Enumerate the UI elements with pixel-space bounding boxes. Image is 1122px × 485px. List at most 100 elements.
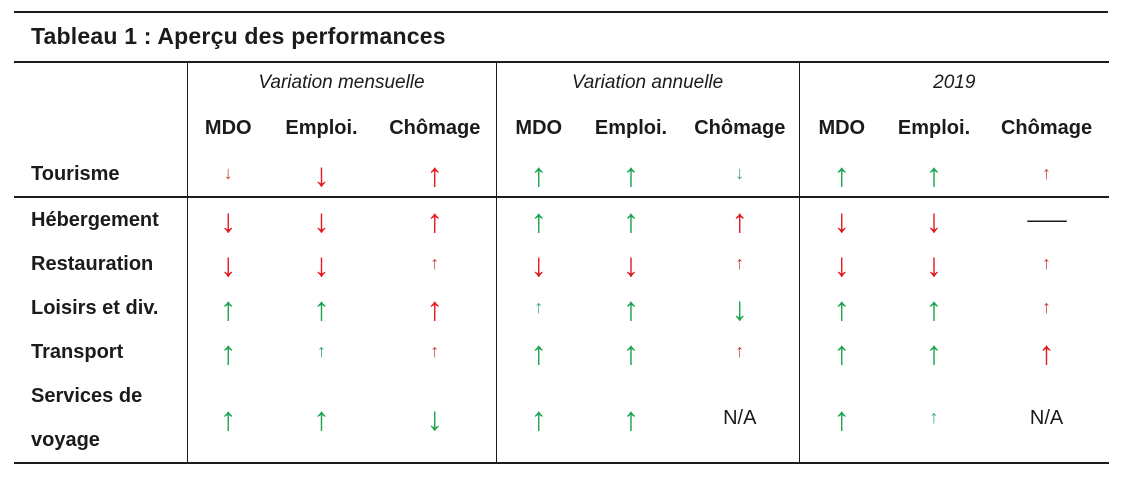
column-header-1-2: Chômage [694,117,786,139]
arrow-up-icon: ↑ [833,399,851,437]
arrow-down-icon: ↓ [530,245,548,283]
row-label: Services de voyage [31,385,143,451]
indicator-cell: ↑ [495,330,582,374]
indicator-cell: ↑ [581,197,681,242]
sub-header-row: MDO Emploi. Chômage MDO Emploi. Chômage MDO Emp… [14,103,1109,152]
column-header-2-0: MDO [798,103,885,152]
arrow-up-icon: ↑ [530,155,548,193]
table-row-4: Transport ↑ ↑ ↑ ↑ ↑ ↑ ↑ ↑ ↑ [14,330,1109,374]
indicator-cell: ↑ [884,330,984,374]
arrow-up-icon: ↑ [426,289,444,327]
table-row-1: Hébergement ↓ ↓ ↑ ↑ ↑ ↑ ↓ ↓ — [14,197,1109,242]
arrow-up-icon: ↑ [317,341,326,361]
arrow-up-icon: ↑ [833,155,851,193]
indicator-cell: ↓ [186,197,269,242]
indicator-cell: ↓ [798,197,885,242]
arrow-up-icon: ↑ [622,201,640,239]
arrow-down-icon: ↓ [731,289,749,327]
arrow-up-icon: ↑ [622,333,640,371]
column-header-1-0: MDO [495,103,582,152]
indicator-cell: ↓ [186,152,269,197]
arrow-up-icon: ↑ [1042,297,1052,317]
indicator-cell: ↓ [269,242,374,286]
column-header-0-1: Emploi. [285,117,358,139]
indicator-cell: ↑ [374,152,496,197]
indicator-cell: — [984,197,1109,242]
indicator-cell: ↓ [798,242,885,286]
indicator-cell: ↓ [681,152,799,197]
indicator-cell: ↑ [374,242,496,286]
indicator-cell: ↑ [884,152,984,197]
row-label: Tourisme [31,163,120,185]
arrow-up-icon: ↑ [430,253,440,273]
arrow-down-icon: ↓ [833,201,851,239]
arrow-up-icon: ↑ [530,333,548,371]
na-value: N/A [723,406,757,429]
table-row-5: Services de voyage ↑ ↑ ↓ ↑ ↑ N/A ↑ ↑ N/A [14,374,1109,463]
arrow-up-icon: ↑ [426,201,444,239]
arrow-up-icon: ↑ [530,201,548,239]
arrow-up-icon: ↑ [925,289,943,327]
arrow-up-icon: ↑ [622,399,640,437]
arrow-down-icon: ↓ [220,245,237,283]
arrow-up-icon: ↑ [313,289,330,327]
arrow-up-icon: ↑ [833,289,851,327]
arrow-up-icon: ↑ [622,155,640,193]
table-header: Variation mensuelle Variation annuelle 201… [14,62,1110,152]
indicator-cell: ↓ [884,242,984,286]
arrow-down-icon: ↓ [313,245,330,283]
indicator-cell: ↑ [186,286,269,330]
arrow-up-icon: ↑ [534,297,544,317]
arrow-down-icon: ↓ [925,201,943,239]
indicator-cell: ↑ [798,374,885,463]
column-header-2-1: Emploi. [897,117,971,139]
arrow-up-icon: ↑ [1042,163,1052,183]
indicator-cell: ↑ [681,242,799,286]
arrow-up-icon: ↑ [220,333,237,371]
performance-table: Variation mensuelle Variation annuelle 201… [14,61,1110,464]
arrow-down-icon: ↓ [313,201,330,239]
arrow-down-icon: ↓ [223,163,233,183]
arrow-down-icon: ↓ [622,245,640,283]
indicator-cell: ↑ [374,330,496,374]
arrow-up-icon: ↑ [929,407,939,427]
arrow-up-icon: ↑ [925,155,943,193]
indicator-cell: ↑ [186,330,269,374]
arrow-up-icon: ↑ [530,399,548,437]
indicator-cell: ↑ [884,286,984,330]
indicator-cell: ↑ [374,197,496,242]
indicator-cell: ↑ [374,286,496,330]
indicator-cell: ↓ [681,286,799,330]
arrow-down-icon: ↓ [313,155,330,193]
indicator-cell: ↑ [798,330,885,374]
indicator-cell: ↓ [884,197,984,242]
arrow-up-icon: ↑ [833,333,851,371]
arrow-down-icon: ↓ [735,163,745,183]
indicator-cell: ↑ [269,374,374,463]
group-header-0: Variation mensuelle [186,62,497,103]
top-rule-divider [14,11,1108,13]
group-header-1: Variation annuelle [495,62,800,103]
column-header-0-2: Chômage [389,117,481,139]
indicator-cell: ↓ [269,197,374,242]
dash-icon: — [1026,207,1067,232]
row-label: Restauration [31,253,154,275]
arrow-up-icon: ↑ [925,333,943,371]
indicator-cell: ↑ [984,242,1109,286]
arrow-up-icon: ↑ [220,399,237,437]
arrow-up-icon: ↑ [426,155,444,193]
arrow-down-icon: ↓ [833,245,851,283]
column-header-1-1: Emploi. [594,117,668,139]
indicator-cell: ↑ [269,286,374,330]
indicator-cell: ↑ [681,197,799,242]
na-value: N/A [1029,406,1064,429]
arrow-up-icon: ↑ [731,201,749,239]
indicator-cell: ↑ [495,374,582,463]
arrow-up-icon: ↑ [430,341,440,361]
column-header-2-2: Chômage [1000,117,1093,139]
indicator-cell: ↑ [186,374,269,463]
row-label: Transport [31,341,124,363]
indicator-cell: ↑ [581,286,681,330]
row-label: Hébergement [31,209,159,231]
